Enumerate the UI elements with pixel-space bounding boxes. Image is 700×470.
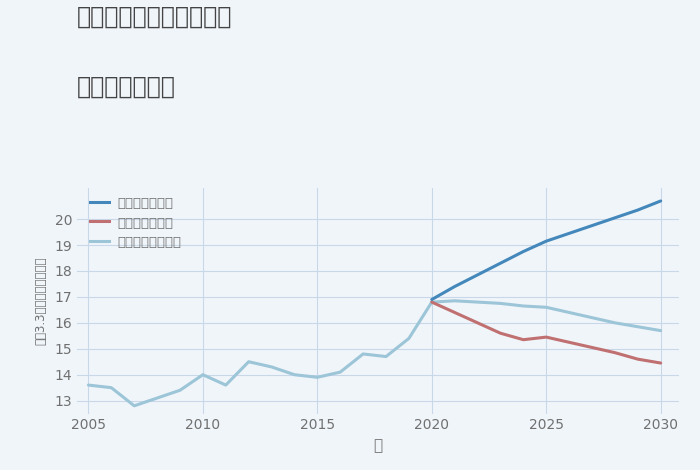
X-axis label: 年: 年 <box>373 438 383 453</box>
Text: 土地の価格推移: 土地の価格推移 <box>77 75 176 99</box>
Legend: グッドシナリオ, バッドシナリオ, ノーマルシナリオ: グッドシナリオ, バッドシナリオ, ノーマルシナリオ <box>90 197 181 249</box>
Y-axis label: 坪（3.3㎡）単価（万円）: 坪（3.3㎡）単価（万円） <box>34 257 48 345</box>
Text: 福岡県筑紫野市上古賀の: 福岡県筑紫野市上古賀の <box>77 5 232 29</box>
